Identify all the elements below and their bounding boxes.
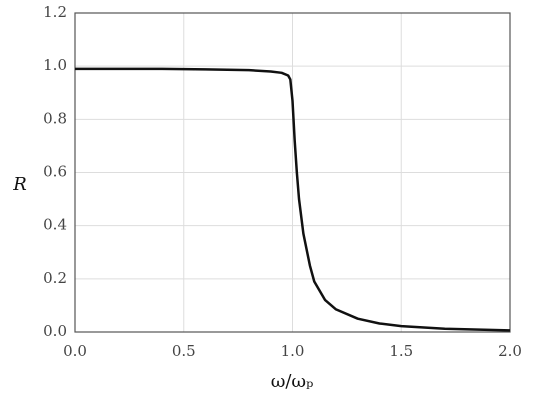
y-tick-label: 1.2 bbox=[43, 3, 67, 21]
y-tick-label: 0.0 bbox=[43, 322, 67, 340]
x-tick-label: 0.5 bbox=[172, 342, 196, 360]
x-tick-label: 0.0 bbox=[63, 342, 87, 360]
x-tick-label: 1.5 bbox=[389, 342, 413, 360]
y-axis-label: R bbox=[12, 174, 27, 195]
y-tick-label: 1.0 bbox=[43, 56, 67, 74]
x-tick-label: 2.0 bbox=[498, 342, 522, 360]
y-tick-label: 0.2 bbox=[43, 269, 67, 287]
plot-frame bbox=[74, 12, 511, 333]
x-axis-label: ω/ωₚ bbox=[271, 371, 314, 392]
y-tick-label: 0.6 bbox=[43, 163, 67, 181]
data-line bbox=[75, 67, 511, 332]
y-tick-label: 0.4 bbox=[43, 216, 67, 234]
y-tick-label: 0.8 bbox=[43, 109, 67, 127]
x-tick-label: 1.0 bbox=[281, 342, 305, 360]
